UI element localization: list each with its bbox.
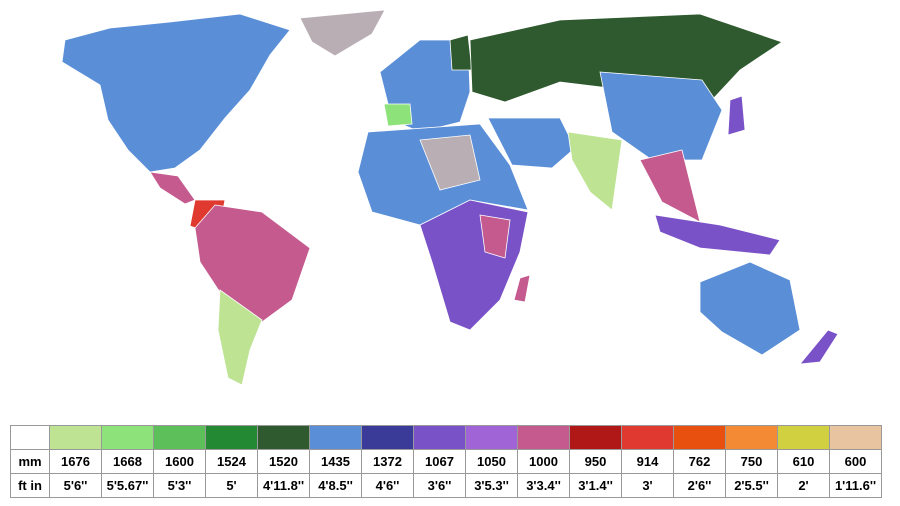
mm-cell: 1000 [517,449,570,474]
color-swatch [49,425,102,450]
mm-cell: 1524 [205,449,258,474]
australia [699,261,801,356]
color-swatch [257,425,310,450]
ft_in-cell: 5'3'' [153,473,206,498]
ft_in-cell: 4'8.5'' [309,473,362,498]
finland [449,34,473,71]
color-swatch [517,425,570,450]
china [599,71,723,161]
mm-cell: 950 [569,449,622,474]
india [567,131,623,211]
ft_in-cell: 3'3.4'' [517,473,570,498]
new-zealand [799,329,839,365]
ft_in-cell: 3'6'' [413,473,466,498]
indonesia [654,214,781,256]
argentina [217,289,263,386]
color-swatch [101,425,154,450]
mm-cell: 1668 [101,449,154,474]
mm-cell: 600 [829,449,882,474]
mm-cell: 1372 [361,449,414,474]
row-label: ft in [10,473,50,498]
color-swatch [569,425,622,450]
mm-cell: 1435 [309,449,362,474]
color-swatch [205,425,258,450]
ft_in-cell: 2'6'' [673,473,726,498]
mm-cell: 762 [673,449,726,474]
row-label: mm [10,449,50,474]
color-swatch [777,425,830,450]
color-swatch [361,425,414,450]
middle-east [487,117,576,169]
southeast-asia [639,149,701,223]
legend-table: mm 1676 1668 1600 1524 1520 1435 1372 1067 1050 10… [10,425,882,498]
east-africa [479,214,511,259]
world-map [61,9,839,386]
japan [727,95,746,136]
mm-cell: 750 [725,449,778,474]
color-swatch [153,425,206,450]
ft_in-cell: 3'5.3'' [465,473,518,498]
ft_in-cell: 5'6'' [49,473,102,498]
africa-sahara [419,134,481,191]
madagascar [513,274,531,303]
ft_in-cell: 4'6'' [361,473,414,498]
greenland [299,9,386,57]
ft_in-cell: 2' [777,473,830,498]
ft_in-cell: 5' [205,473,258,498]
color-swatch [621,425,674,450]
ft_in-cell: 3'1.4'' [569,473,622,498]
ft_in-cell: 2'5.5'' [725,473,778,498]
brazil [194,204,311,331]
color-swatch [673,425,726,450]
color-swatch [465,425,518,450]
color-swatch [725,425,778,450]
color-swatch [309,425,362,450]
central-america [149,171,196,205]
iberia [383,103,413,127]
ft_in-cell: 4'11.8'' [257,473,310,498]
ft_in-cell: 1'11.6'' [829,473,882,498]
ft_in-row: ft in 5'6'' 5'5.67'' 5'3'' 5' 4'11.8'' 4'8.5''… [10,473,882,498]
mm-cell: 1600 [153,449,206,474]
mm-row: mm 1676 1668 1600 1524 1520 1435 1372 1067 1050 10… [10,449,882,474]
mm-cell: 914 [621,449,674,474]
color-swatch [413,425,466,450]
color-swatch [829,425,882,450]
mm-cell: 610 [777,449,830,474]
color-row [10,425,882,450]
mm-cell: 1520 [257,449,310,474]
mm-cell: 1676 [49,449,102,474]
mm-cell: 1050 [465,449,518,474]
mm-cell: 1067 [413,449,466,474]
africa-south [419,199,529,331]
ft_in-cell: 3' [621,473,674,498]
north-america [61,13,291,173]
corner-cell [10,425,50,450]
ft_in-cell: 5'5.67'' [101,473,154,498]
